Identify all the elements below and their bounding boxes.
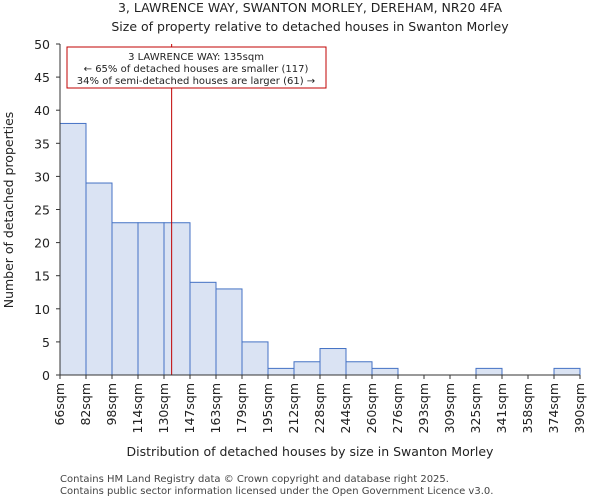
histogram-bar [189, 281, 217, 376]
chart-subtitle: Size of property relative to detached ho… [111, 19, 509, 34]
histogram-bar [267, 367, 295, 376]
x-tick-label: 66sqm [52, 383, 67, 426]
y-tick-label: 10 [34, 302, 50, 317]
histogram-bar [241, 341, 269, 376]
x-tick-label: 114sqm [130, 383, 145, 433]
y-tick-label: 5 [42, 335, 50, 350]
footer-line-2: Contains public sector information licen… [60, 486, 493, 497]
histogram-bar [553, 367, 581, 376]
x-tick-label: 212sqm [286, 383, 301, 433]
x-tick-label: 195sqm [260, 383, 275, 433]
x-tick-label: 179sqm [234, 383, 249, 433]
x-tick-label: 358sqm [520, 383, 535, 433]
annotation-line-1: 3 LAWRENCE WAY: 135sqm [128, 52, 264, 63]
annotation-line-2: ← 65% of detached houses are smaller (11… [84, 64, 309, 75]
y-tick-label: 40 [34, 103, 50, 118]
y-tick-label: 45 [34, 70, 50, 85]
y-tick-label: 25 [34, 203, 50, 218]
x-tick-label: 293sqm [416, 383, 431, 433]
x-tick-label: 374sqm [546, 383, 561, 433]
histogram-bar [137, 222, 165, 376]
y-tick-label: 0 [42, 368, 50, 383]
annotation-line-3: 34% of semi-detached houses are larger (… [77, 76, 315, 87]
histogram-bar [85, 182, 113, 376]
x-axis-ticks: 66sqm 82sqm 98sqm 114sqm 130sqm 147sqm 163sqm 1… [52, 375, 587, 433]
x-tick-label: 98sqm [104, 383, 119, 426]
histogram-bar [215, 288, 243, 376]
x-tick-label: 163sqm [208, 383, 223, 433]
y-tick-label: 20 [34, 236, 50, 251]
y-tick-label: 15 [34, 269, 50, 284]
y-tick-label: 50 [34, 37, 50, 52]
x-tick-label: 147sqm [182, 383, 197, 433]
annotation-box [66, 46, 327, 89]
x-tick-label: 228sqm [312, 383, 327, 433]
histogram-bar [345, 361, 373, 376]
histogram-bar [371, 367, 399, 376]
x-tick-label: 309sqm [442, 383, 457, 433]
x-tick-label: 276sqm [390, 383, 405, 433]
x-tick-label: 260sqm [364, 383, 379, 433]
x-tick-label: 244sqm [338, 383, 353, 433]
x-tick-label: 341sqm [494, 383, 509, 433]
y-tick-label: 30 [34, 169, 50, 184]
y-axis-label: Number of detached properties [1, 112, 16, 309]
histogram-bar [59, 122, 87, 376]
histogram-bar [163, 222, 191, 376]
histogram-bar [293, 361, 321, 376]
bars [59, 122, 581, 376]
y-tick-label: 35 [34, 136, 50, 151]
x-tick-label: 325sqm [468, 383, 483, 433]
histogram-bar [111, 222, 139, 376]
y-axis-ticks: 0 5 10 15 20 25 30 35 40 45 50 [34, 37, 60, 383]
x-tick-label: 82sqm [78, 383, 93, 426]
x-tick-label: 390sqm [572, 383, 587, 433]
footer-line-1: Contains HM Land Registry data © Crown c… [60, 474, 449, 485]
x-axis-label: Distribution of detached houses by size … [127, 444, 494, 459]
x-tick-label: 130sqm [156, 383, 171, 433]
histogram-bar [475, 367, 503, 376]
chart-title: 3, LAWRENCE WAY, SWANTON MORLEY, DEREHAM… [118, 0, 503, 15]
histogram-bar [319, 348, 347, 376]
